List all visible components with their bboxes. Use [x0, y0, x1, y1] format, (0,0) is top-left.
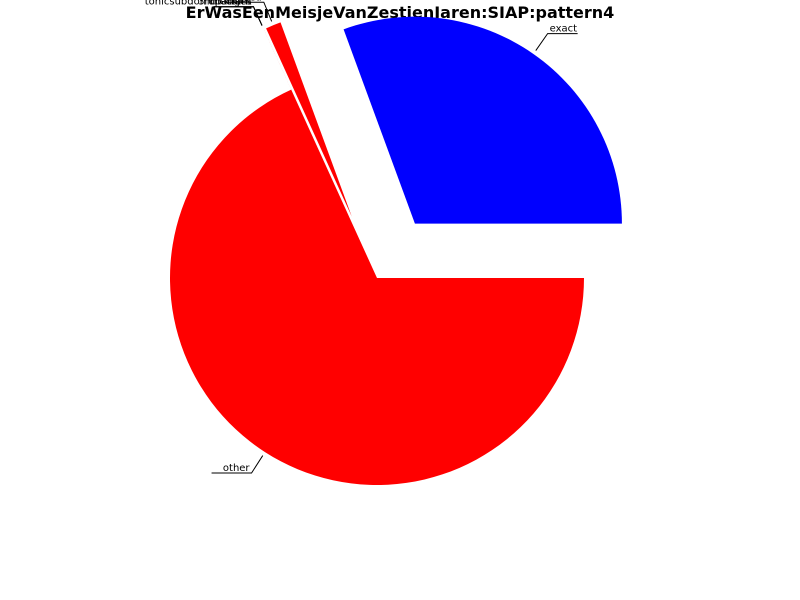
slice-label-mediant: mediant: [210, 0, 251, 8]
pie-slice-other: [169, 89, 584, 486]
pie-slices: [169, 16, 622, 486]
leader-line-exact: [535, 33, 578, 51]
leader-line-other: [211, 455, 264, 474]
slice-label-3rdpattern: 3rdpattern: [198, 0, 251, 8]
slice-label-other: other: [223, 463, 251, 474]
leader-line-3rdpattern: [213, 6, 263, 26]
slice-label-tonicsubdomchanges: tonicsubdomchanges: [145, 0, 252, 8]
slice-label-exact: exact: [550, 24, 578, 35]
slice-label-transposed: transposed: [206, 0, 262, 3]
pie-slice-3rdpattern: [263, 29, 350, 218]
pie-slice-mediant: [263, 29, 350, 218]
pie-slice-exact: [343, 16, 622, 224]
pie-slice-tonicsubdomchanges: [263, 29, 350, 218]
pie-labels: exact transposedtonicsubdomchangesmediant…: [145, 0, 578, 474]
leader-line-transposed: [223, 1, 273, 22]
pie-slice-transposed: [266, 22, 352, 217]
chart-title: ErWasEenMeisjeVanZestienJaren:SIAP:patte…: [186, 3, 615, 22]
